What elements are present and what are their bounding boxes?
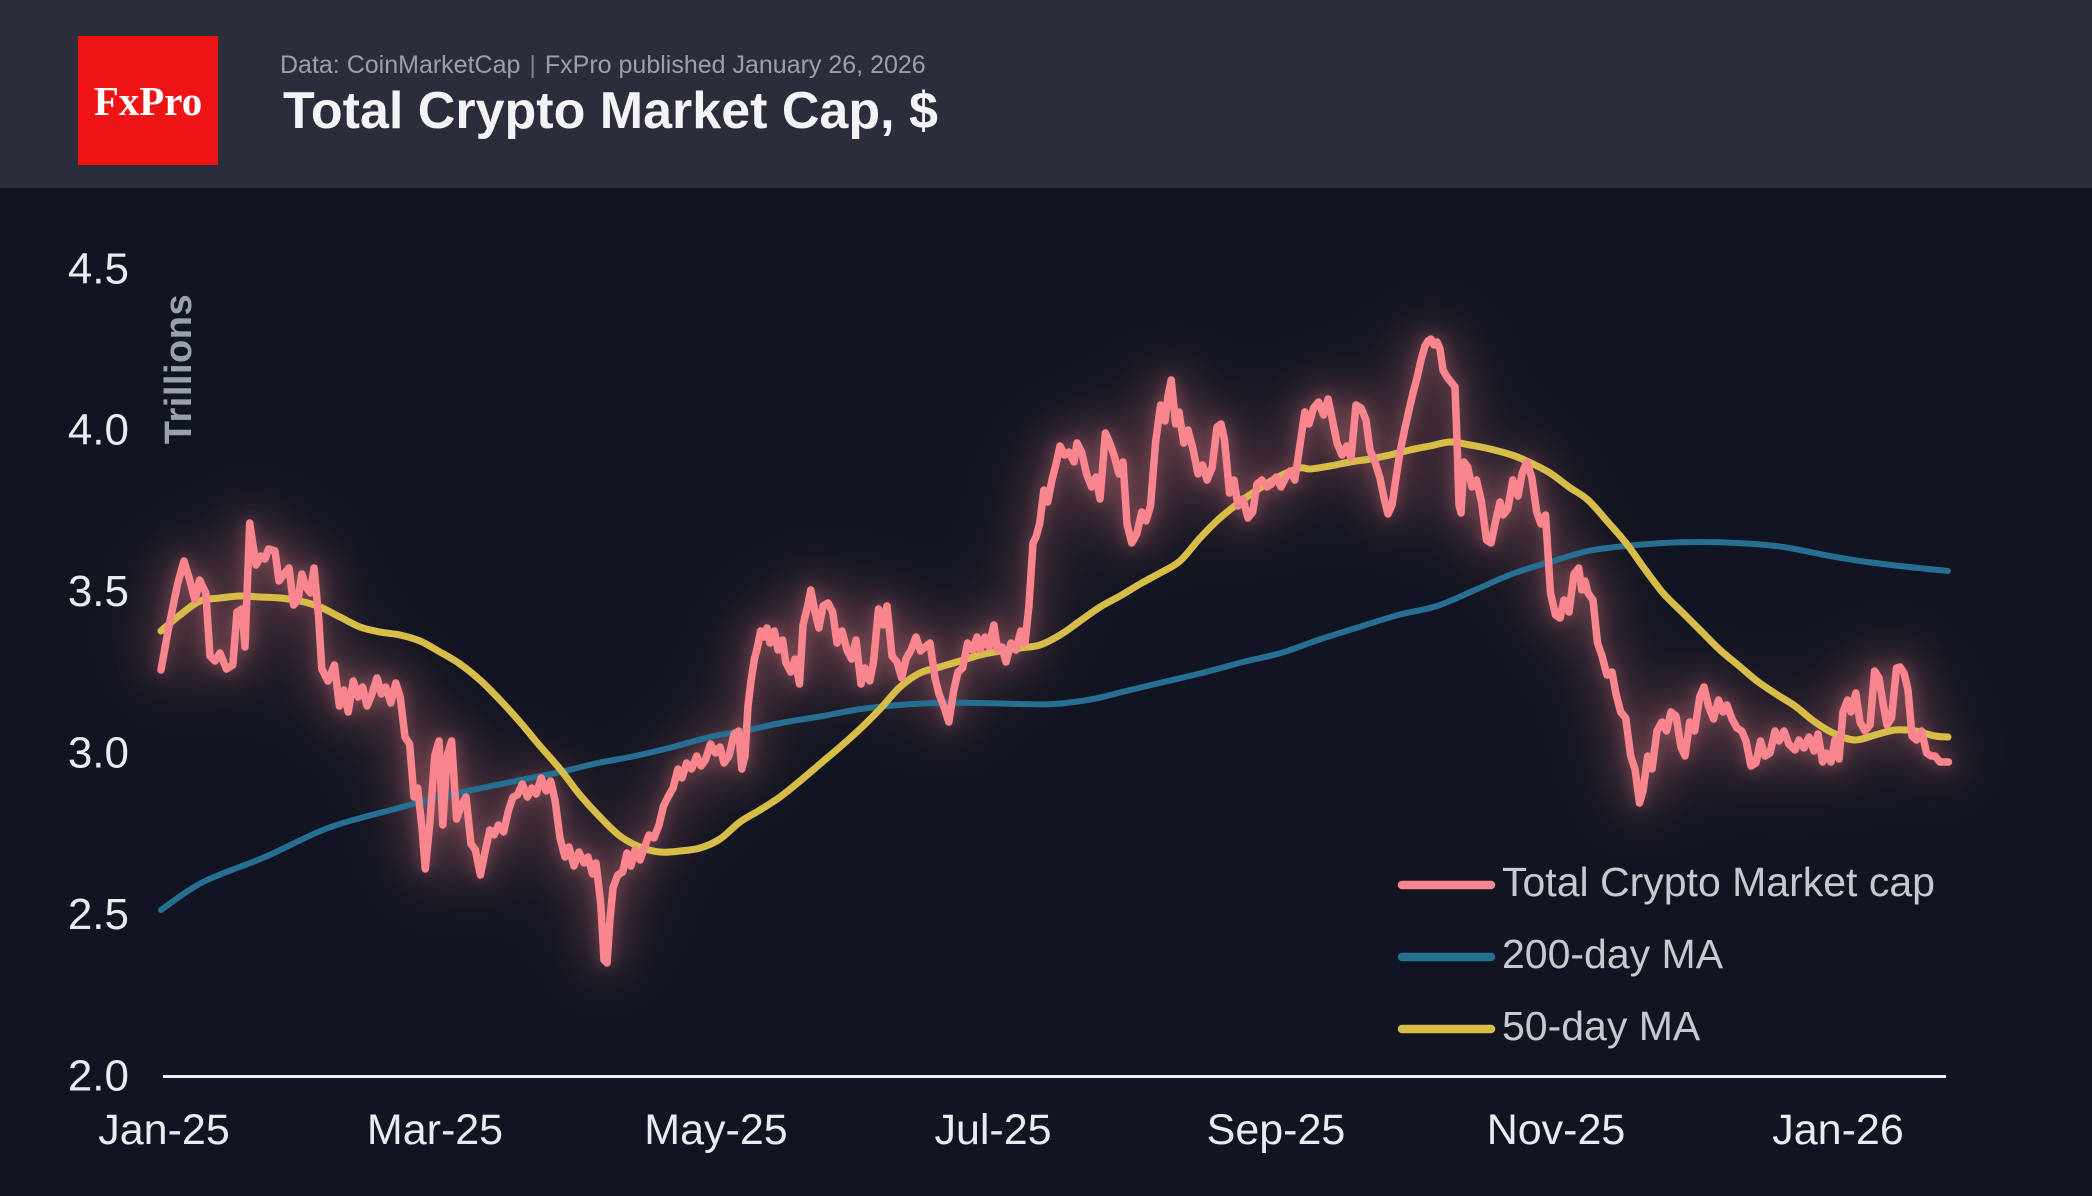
svg-text:Sep-25: Sep-25: [1207, 1106, 1346, 1154]
svg-text:4.5: 4.5: [68, 244, 129, 293]
svg-text:Trillions: Trillions: [158, 294, 200, 444]
svg-text:Jan-26: Jan-26: [1772, 1106, 1903, 1154]
svg-text:3.0: 3.0: [68, 729, 129, 778]
svg-text:May-25: May-25: [644, 1106, 787, 1154]
svg-text:2.5: 2.5: [68, 890, 129, 939]
svg-text:200-day MA: 200-day MA: [1502, 931, 1724, 977]
svg-text:Nov-25: Nov-25: [1487, 1106, 1626, 1154]
svg-text:Total Crypto Market cap: Total Crypto Market cap: [1502, 859, 1935, 905]
svg-text:Jan-25: Jan-25: [98, 1106, 229, 1154]
svg-text:3.5: 3.5: [68, 567, 129, 616]
svg-text:50-day MA: 50-day MA: [1502, 1003, 1701, 1049]
svg-text:2.0: 2.0: [68, 1051, 129, 1100]
svg-text:4.0: 4.0: [68, 406, 129, 455]
svg-text:Jul-25: Jul-25: [934, 1106, 1051, 1154]
svg-text:Mar-25: Mar-25: [367, 1106, 503, 1154]
